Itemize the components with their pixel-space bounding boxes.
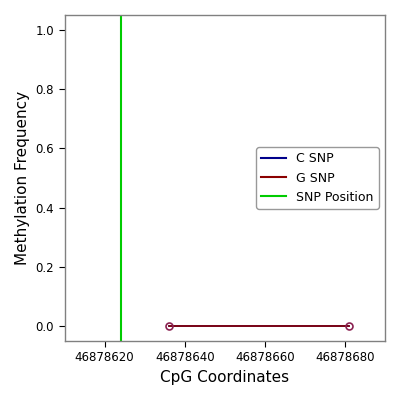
- Legend: C SNP, G SNP, SNP Position: C SNP, G SNP, SNP Position: [256, 147, 379, 209]
- X-axis label: CpG Coordinates: CpG Coordinates: [160, 370, 289, 385]
- Y-axis label: Methylation Frequency: Methylation Frequency: [15, 91, 30, 265]
